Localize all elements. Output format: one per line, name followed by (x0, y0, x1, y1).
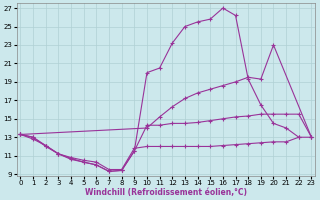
X-axis label: Windchill (Refroidissement éolien,°C): Windchill (Refroidissement éolien,°C) (85, 188, 247, 197)
